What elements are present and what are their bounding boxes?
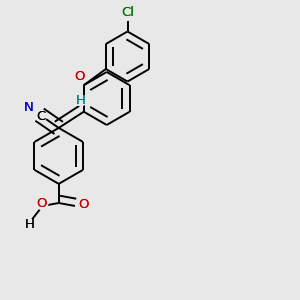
- Text: C: C: [36, 110, 46, 123]
- Text: O: O: [78, 198, 88, 211]
- Text: H: H: [24, 218, 34, 231]
- Text: O: O: [78, 198, 88, 211]
- Text: O: O: [74, 70, 85, 83]
- Circle shape: [120, 6, 135, 20]
- Circle shape: [76, 95, 86, 106]
- Text: H: H: [24, 218, 34, 231]
- Circle shape: [74, 71, 85, 83]
- Text: Cl: Cl: [121, 6, 134, 20]
- Text: H: H: [76, 94, 86, 107]
- Circle shape: [24, 219, 34, 230]
- Text: O: O: [74, 70, 85, 83]
- Circle shape: [36, 111, 46, 122]
- Circle shape: [36, 198, 48, 209]
- Text: O: O: [37, 197, 47, 210]
- Text: O: O: [37, 197, 47, 210]
- Text: H: H: [76, 94, 86, 107]
- Circle shape: [22, 101, 35, 114]
- Circle shape: [77, 199, 89, 210]
- Text: N: N: [23, 101, 33, 114]
- Text: N: N: [23, 101, 33, 114]
- Text: Cl: Cl: [121, 6, 134, 20]
- Text: C: C: [36, 110, 46, 123]
